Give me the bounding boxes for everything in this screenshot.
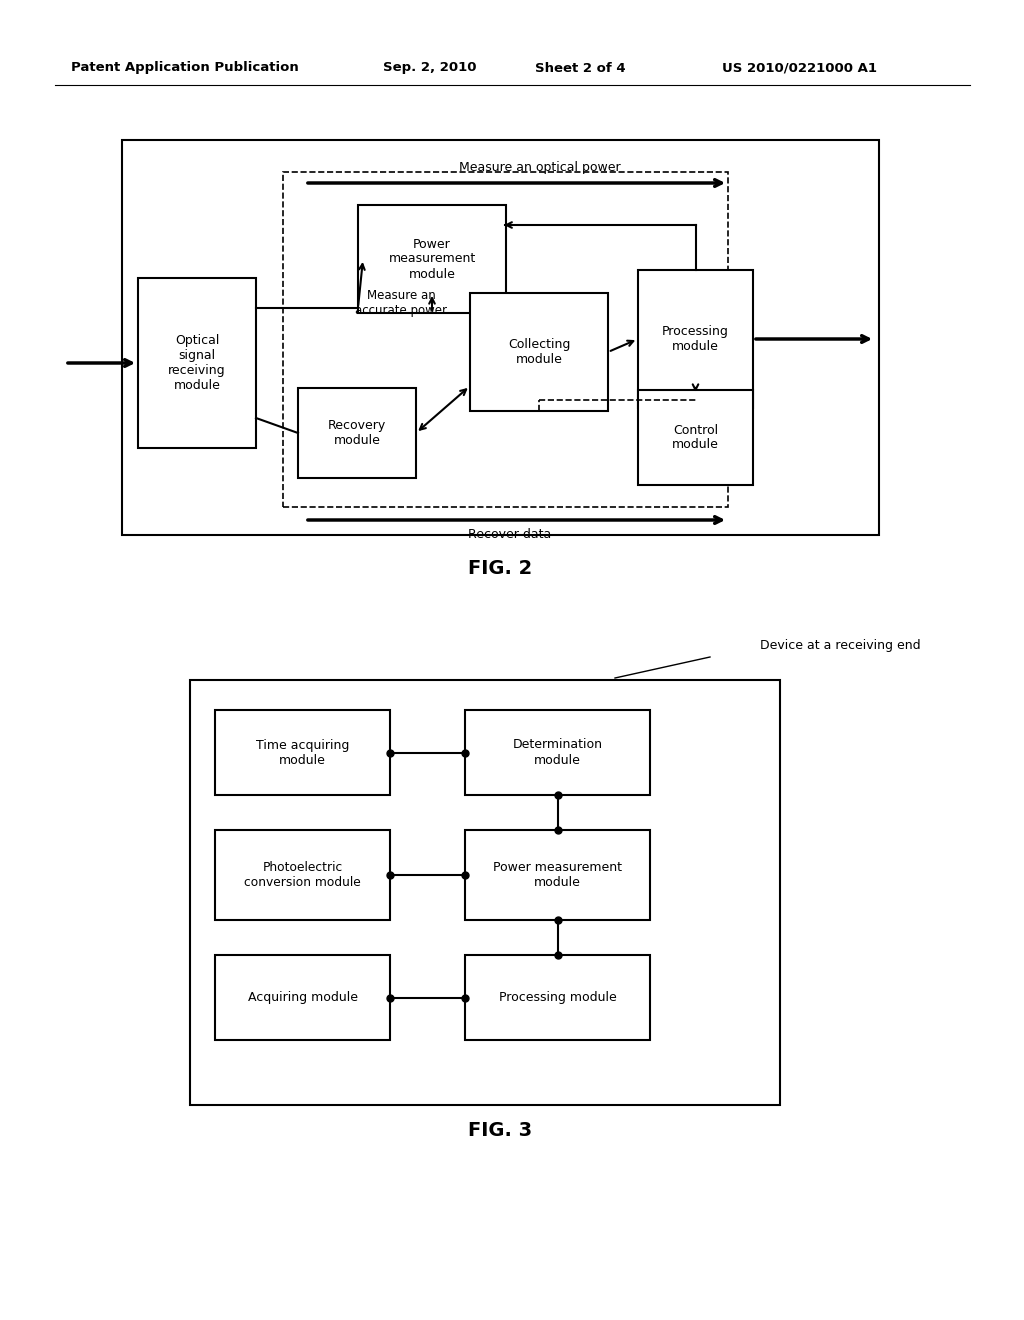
Bar [138, 279, 256, 447]
Text: US 2010/0221000 A1: US 2010/0221000 A1 [723, 62, 878, 74]
Text: Determination
module: Determination module [512, 738, 602, 767]
Text: Sep. 2, 2010: Sep. 2, 2010 [383, 62, 477, 74]
Bar [283, 172, 728, 507]
Bar [190, 680, 780, 1105]
Bar [215, 954, 390, 1040]
Text: Power
measurement
module: Power measurement module [388, 238, 475, 281]
Bar [215, 830, 390, 920]
Text: Processing
module: Processing module [663, 325, 729, 352]
Bar [465, 954, 650, 1040]
Text: Collecting
module: Collecting module [508, 338, 570, 366]
Bar [465, 710, 650, 795]
Text: Device at a receiving end: Device at a receiving end [760, 639, 921, 652]
Bar [122, 140, 879, 535]
Text: Photoelectric
conversion module: Photoelectric conversion module [244, 861, 360, 888]
Text: Processing module: Processing module [499, 991, 616, 1005]
Text: FIG. 3: FIG. 3 [468, 1121, 532, 1139]
Bar [358, 205, 506, 313]
Text: Recover data: Recover data [468, 528, 552, 541]
Text: Power measurement
module: Power measurement module [493, 861, 622, 888]
Bar [638, 389, 753, 484]
Bar [215, 710, 390, 795]
Bar [470, 293, 608, 411]
Text: Time acquiring
module: Time acquiring module [256, 738, 349, 767]
Text: Recovery
module: Recovery module [328, 418, 386, 447]
Text: FIG. 2: FIG. 2 [468, 558, 532, 578]
Bar [465, 830, 650, 920]
Bar [298, 388, 416, 478]
Text: Acquiring module: Acquiring module [248, 991, 357, 1005]
Text: Optical
signal
receiving
module: Optical signal receiving module [168, 334, 226, 392]
Text: Measure an
accurate power: Measure an accurate power [355, 289, 447, 317]
Text: Patent Application Publication: Patent Application Publication [71, 62, 299, 74]
Text: Sheet 2 of 4: Sheet 2 of 4 [535, 62, 626, 74]
Text: Measure an optical power: Measure an optical power [459, 161, 621, 174]
Bar [638, 271, 753, 408]
Text: Control
module: Control module [672, 424, 719, 451]
